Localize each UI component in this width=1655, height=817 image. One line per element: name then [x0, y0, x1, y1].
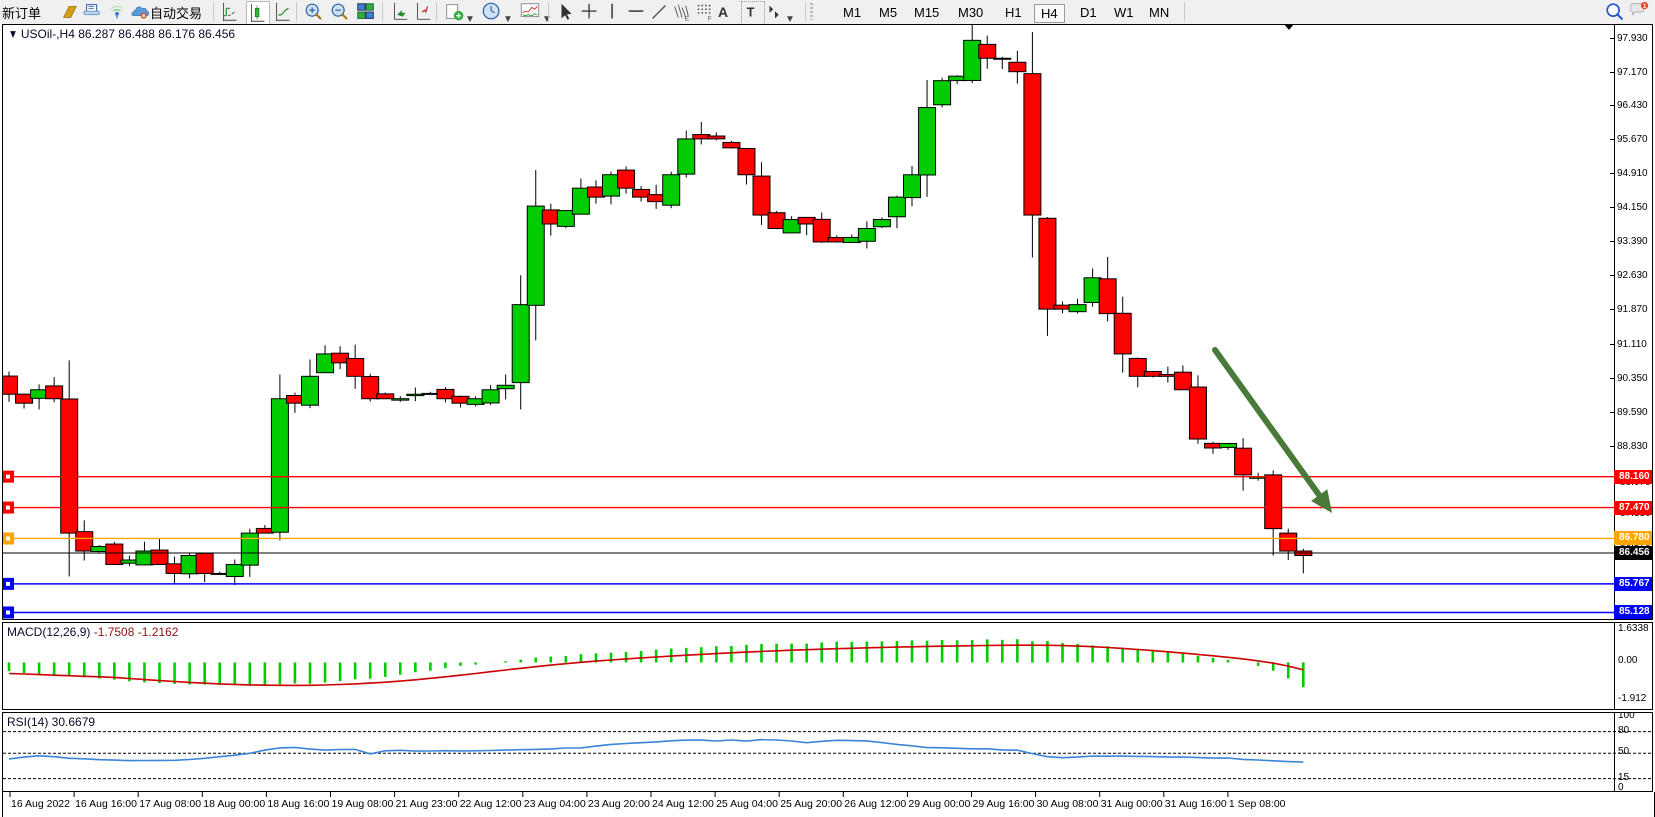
- svg-text:E: E: [685, 15, 689, 22]
- svg-text:T: T: [747, 5, 755, 20]
- svg-text:F: F: [708, 15, 712, 22]
